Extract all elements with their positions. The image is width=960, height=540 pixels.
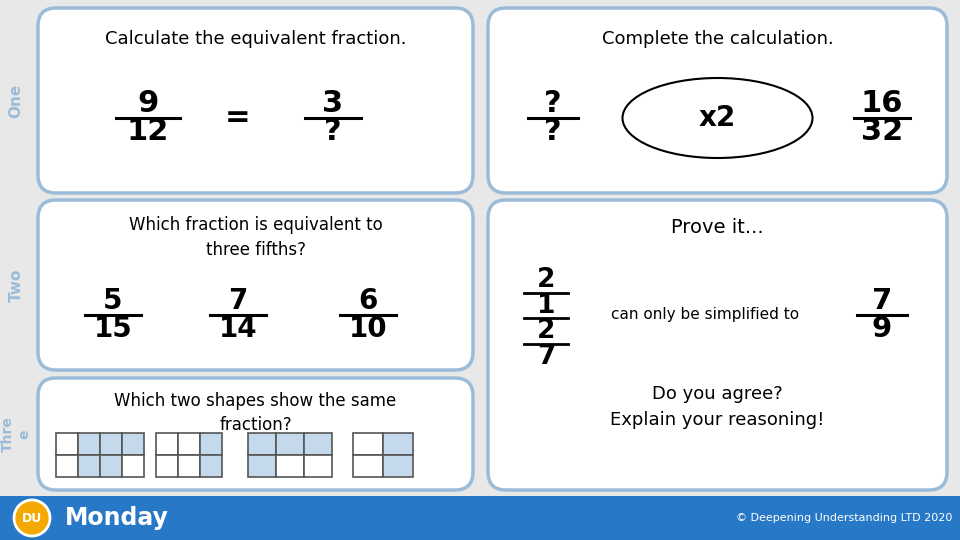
FancyBboxPatch shape: [488, 200, 947, 490]
Text: Thre
e: Thre e: [1, 416, 31, 452]
Bar: [383, 455, 413, 477]
Text: Monday: Monday: [65, 506, 169, 530]
Bar: [353, 455, 383, 477]
Text: 32: 32: [861, 118, 903, 146]
Text: Prove it...: Prove it...: [671, 218, 764, 237]
Bar: [122, 455, 144, 477]
Bar: [200, 433, 222, 455]
Bar: [156, 455, 178, 477]
Text: 6: 6: [358, 287, 377, 315]
Text: 16: 16: [861, 90, 903, 118]
Text: DU: DU: [22, 511, 42, 524]
Bar: [122, 433, 144, 455]
Text: Four: Four: [957, 81, 960, 120]
Bar: [276, 433, 304, 455]
Text: 7: 7: [537, 344, 555, 370]
Text: ?: ?: [324, 118, 342, 146]
Text: Five: Five: [957, 327, 960, 363]
Bar: [383, 433, 413, 455]
Text: Which two shapes show the same
fraction?: Which two shapes show the same fraction?: [114, 392, 396, 434]
Bar: [56, 433, 78, 455]
Text: Which fraction is equivalent to
three fifths?: Which fraction is equivalent to three fi…: [129, 216, 382, 259]
Text: ?: ?: [544, 90, 562, 118]
Text: =: =: [226, 104, 251, 132]
Bar: [78, 433, 100, 455]
Text: 7: 7: [872, 287, 892, 315]
Bar: [156, 433, 178, 455]
Text: Calculate the equivalent fraction.: Calculate the equivalent fraction.: [105, 30, 406, 48]
Bar: [78, 455, 100, 477]
Text: 3: 3: [323, 90, 344, 118]
Text: 2: 2: [537, 318, 555, 344]
Text: 7: 7: [228, 287, 248, 315]
Bar: [56, 455, 78, 477]
Bar: [178, 455, 200, 477]
FancyBboxPatch shape: [38, 8, 473, 193]
Text: 9: 9: [872, 315, 892, 343]
FancyBboxPatch shape: [38, 200, 473, 370]
Text: 12: 12: [127, 118, 169, 146]
Text: 9: 9: [137, 90, 158, 118]
Text: 1: 1: [537, 293, 555, 319]
Text: 15: 15: [94, 315, 132, 343]
FancyBboxPatch shape: [488, 8, 947, 193]
Bar: [100, 433, 122, 455]
Bar: [100, 455, 122, 477]
Text: Complete the calculation.: Complete the calculation.: [602, 30, 833, 48]
Bar: [0, 496, 960, 540]
Text: can only be simplified to: can only be simplified to: [611, 307, 799, 322]
Text: ?: ?: [544, 118, 562, 146]
Text: Do you agree?
Explain your reasoning!: Do you agree? Explain your reasoning!: [611, 385, 825, 429]
Bar: [276, 455, 304, 477]
Text: 5: 5: [104, 287, 123, 315]
Circle shape: [14, 500, 50, 536]
Bar: [304, 455, 332, 477]
Bar: [353, 433, 383, 455]
Text: © Deepening Understanding LTD 2020: © Deepening Understanding LTD 2020: [735, 513, 952, 523]
Text: One: One: [9, 83, 23, 118]
Bar: [200, 455, 222, 477]
Text: Two: Two: [9, 268, 23, 302]
Bar: [248, 433, 276, 455]
Bar: [304, 433, 332, 455]
Text: 14: 14: [219, 315, 257, 343]
FancyBboxPatch shape: [38, 378, 473, 490]
Bar: [178, 433, 200, 455]
Bar: [248, 455, 276, 477]
Text: 10: 10: [348, 315, 387, 343]
Text: x2: x2: [699, 104, 736, 132]
Text: 2: 2: [537, 267, 555, 293]
